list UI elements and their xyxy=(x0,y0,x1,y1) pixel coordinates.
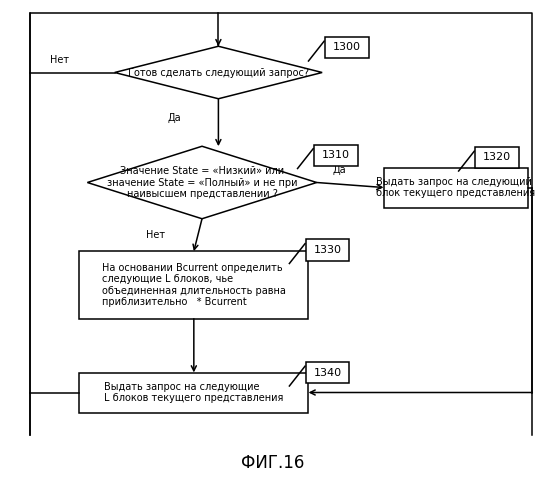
Text: Да: Да xyxy=(168,112,181,122)
Text: 1320: 1320 xyxy=(483,152,511,162)
Text: Готов сделать следующий запрос?: Готов сделать следующий запрос? xyxy=(128,68,309,78)
Text: На основании Bcurrent определить
следующие L блоков, чье
объединенная длительнос: На основании Bcurrent определить следующ… xyxy=(102,262,286,308)
Text: Нет: Нет xyxy=(50,55,70,65)
Bar xyxy=(79,251,308,319)
Text: 1310: 1310 xyxy=(322,150,350,160)
Text: Значение State = «Низкий» или
значение State = «Полный» и не при
наивысшем предс: Значение State = «Низкий» или значение S… xyxy=(107,166,297,199)
Bar xyxy=(475,147,519,168)
Text: Да: Да xyxy=(333,165,346,175)
Bar xyxy=(79,372,308,412)
Bar xyxy=(325,37,369,58)
Polygon shape xyxy=(115,46,322,99)
Text: Выдать запрос на следующие
L блоков текущего представления: Выдать запрос на следующие L блоков теку… xyxy=(104,382,283,404)
Text: 1340: 1340 xyxy=(313,368,342,378)
Bar xyxy=(306,362,349,383)
Bar xyxy=(306,240,349,260)
Text: Выдать запрос на следующий
блок текущего представления: Выдать запрос на следующий блок текущего… xyxy=(376,176,536,199)
Bar xyxy=(383,168,528,207)
Text: Нет: Нет xyxy=(146,230,165,240)
Bar xyxy=(314,144,358,166)
Text: 1330: 1330 xyxy=(313,245,342,255)
Text: 1300: 1300 xyxy=(333,42,361,52)
Text: ФИГ.16: ФИГ.16 xyxy=(241,454,305,471)
Polygon shape xyxy=(87,146,317,219)
